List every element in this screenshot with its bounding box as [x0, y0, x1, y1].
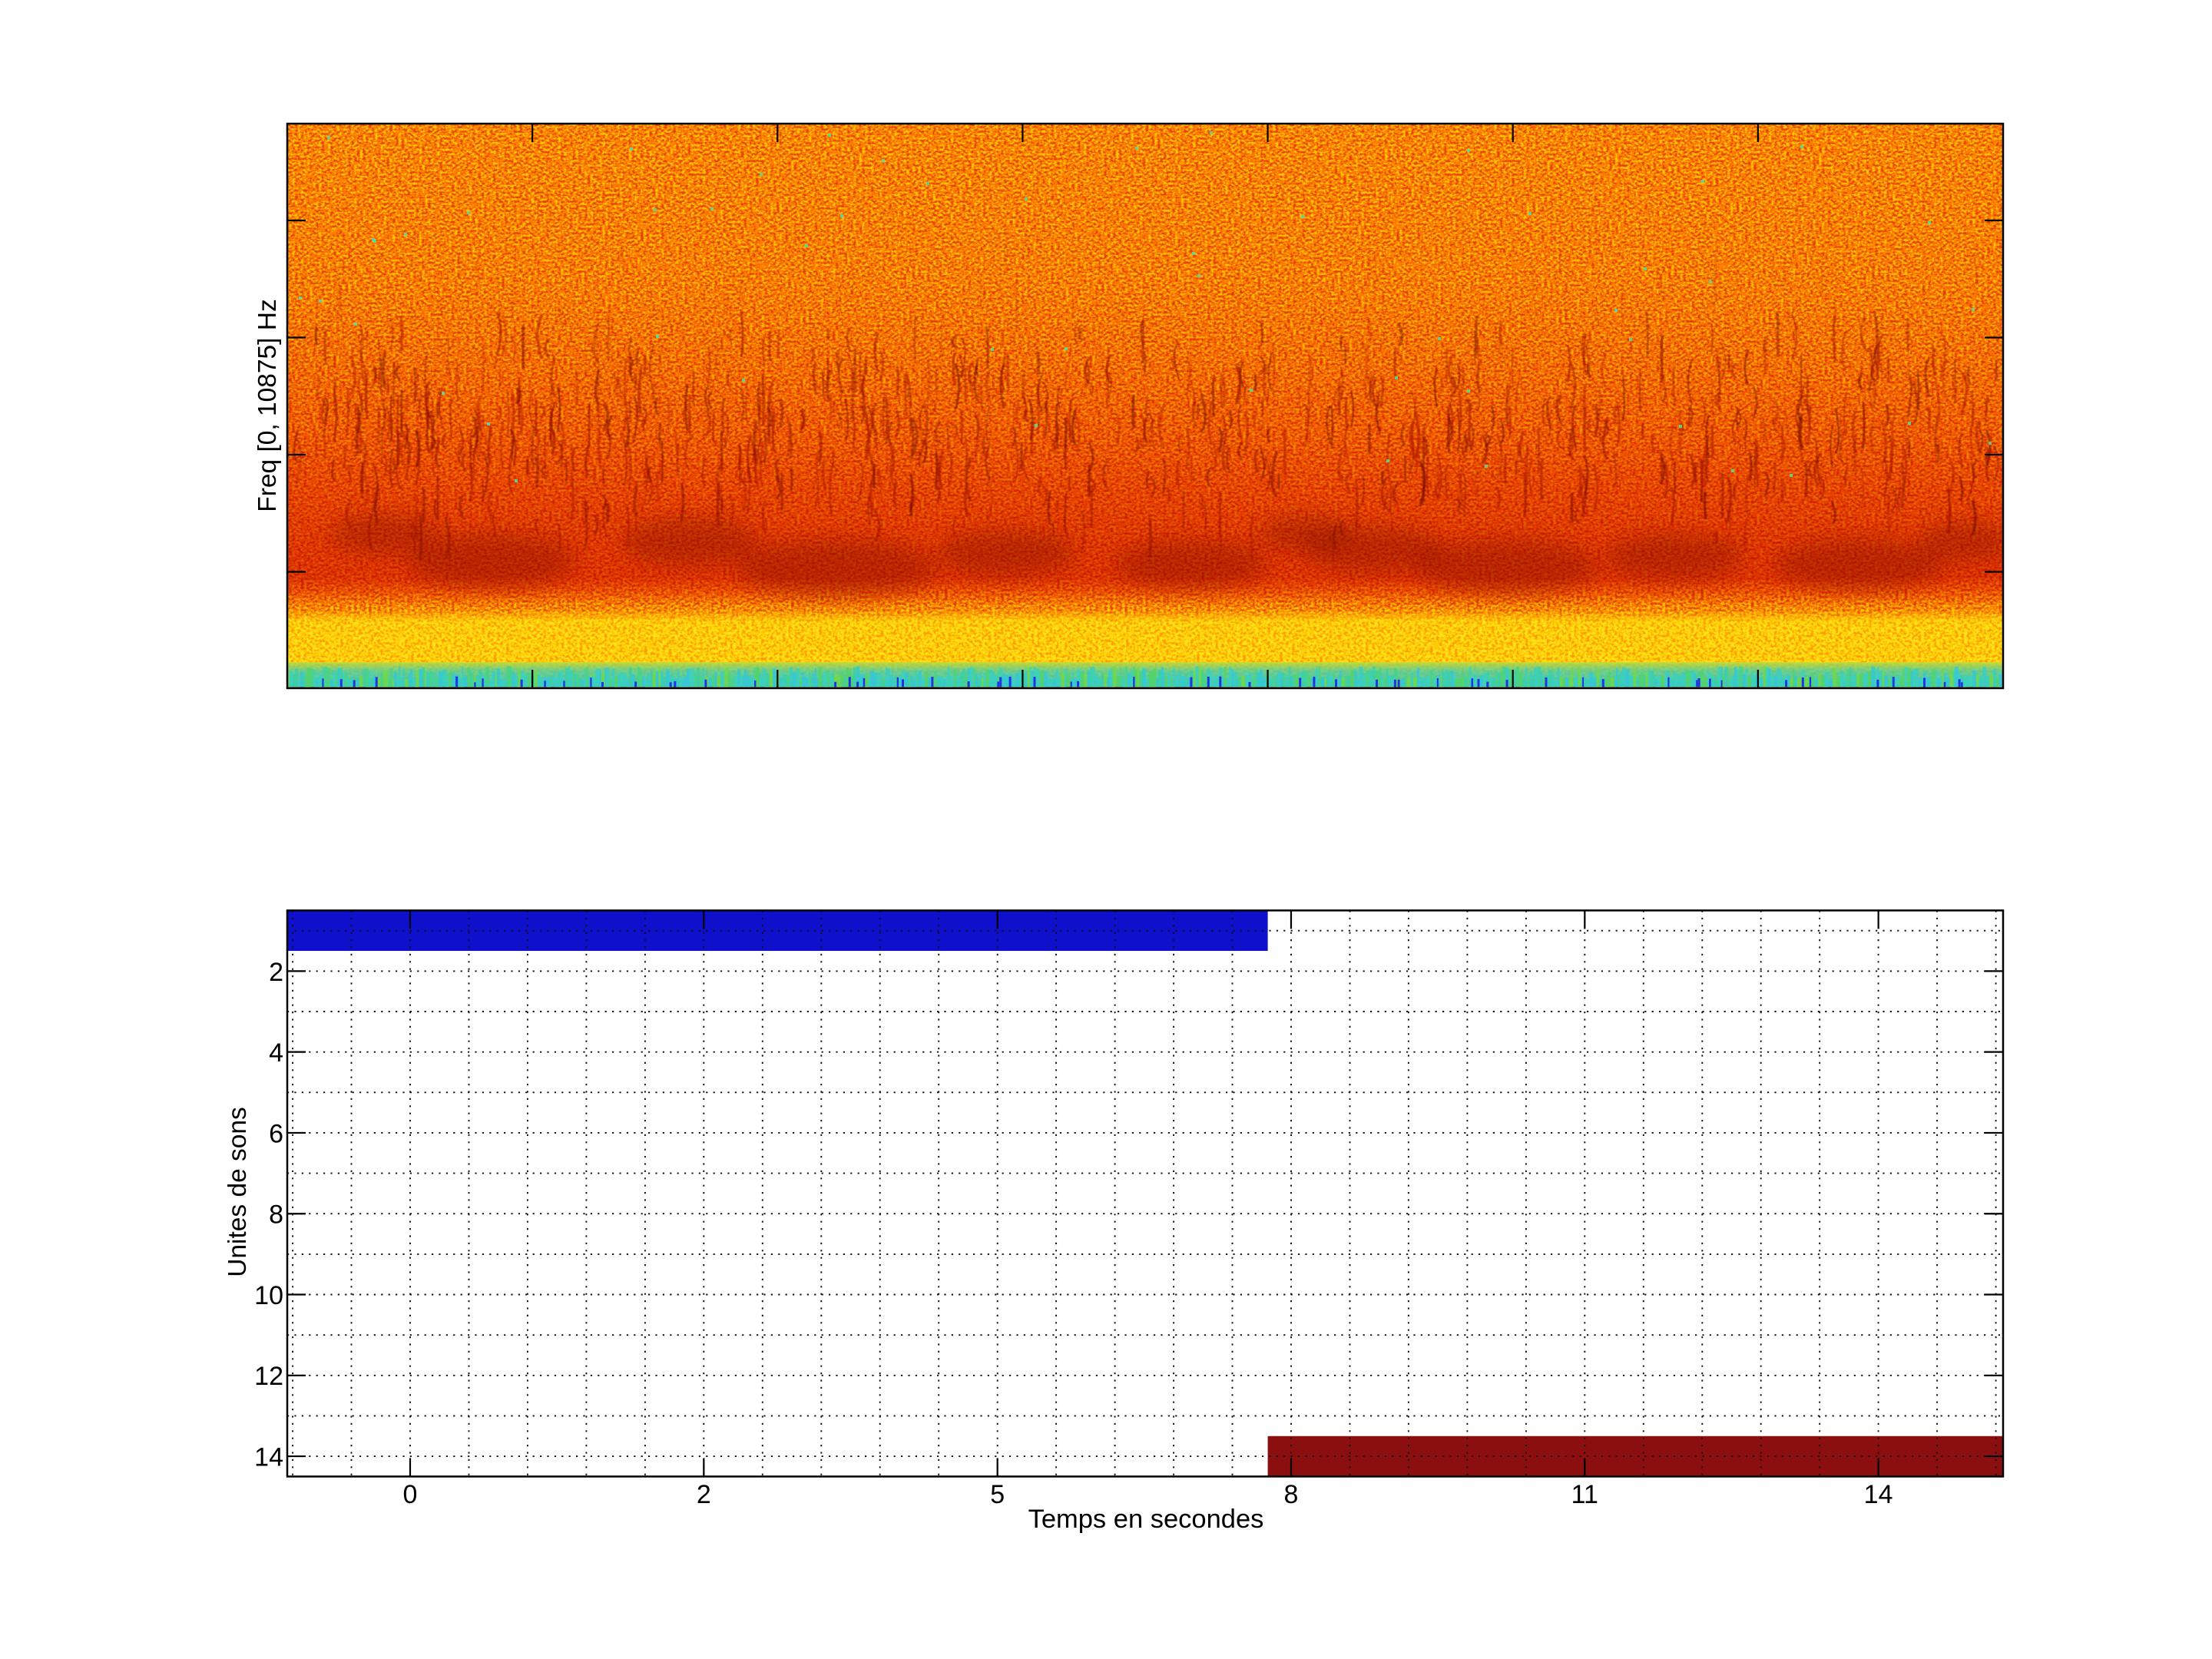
svg-text:Unites de sons: Unites de sons — [224, 1107, 252, 1277]
svg-text:8: 8 — [1284, 1480, 1299, 1509]
svg-text:4: 4 — [269, 1038, 283, 1068]
svg-text:Freq [0, 10875] Hz: Freq [0, 10875] Hz — [253, 299, 282, 512]
svg-text:8: 8 — [269, 1200, 283, 1230]
svg-text:14: 14 — [254, 1443, 283, 1472]
svg-text:0: 0 — [403, 1480, 418, 1509]
svg-text:12: 12 — [254, 1362, 283, 1391]
svg-text:6: 6 — [269, 1119, 283, 1148]
svg-text:5: 5 — [990, 1480, 1005, 1509]
svg-text:14: 14 — [1864, 1480, 1893, 1509]
svg-text:Temps en secondes: Temps en secondes — [1028, 1505, 1264, 1534]
svg-text:11: 11 — [1571, 1480, 1598, 1509]
svg-text:2: 2 — [697, 1480, 711, 1509]
svg-text:2: 2 — [269, 958, 283, 987]
svg-text:10: 10 — [254, 1281, 283, 1310]
